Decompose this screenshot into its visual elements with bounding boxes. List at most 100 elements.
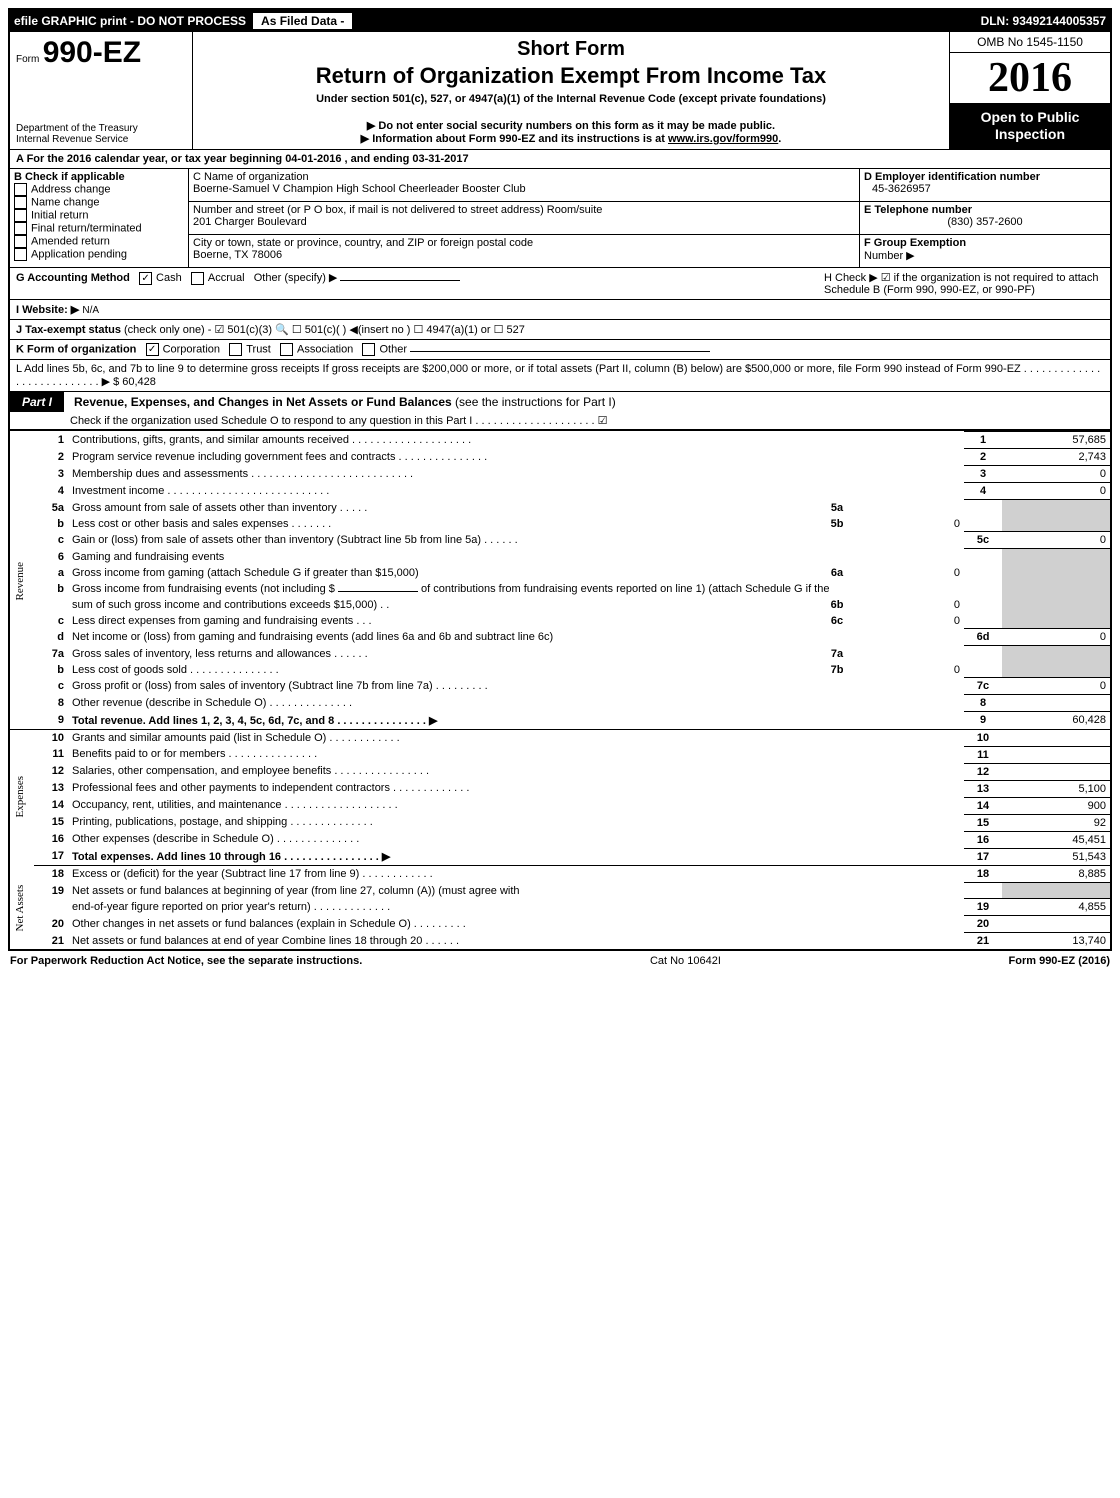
f-label: F Group Exemption	[864, 237, 966, 249]
g-other: Other (specify) ▶	[254, 272, 338, 284]
l6d-val: 0	[1002, 629, 1110, 646]
l10-desc: Grants and similar amounts paid (list in…	[68, 729, 964, 746]
l2-num: 2	[34, 449, 68, 466]
footer-mid: Cat No 10642I	[650, 955, 721, 967]
l14-num: 14	[34, 797, 68, 814]
chk-final-return[interactable]	[14, 222, 27, 235]
l6b-desc: Gross income from fundraising events (no…	[68, 581, 964, 597]
l12-val	[1002, 763, 1110, 780]
l9-box: 9	[964, 712, 1002, 730]
l4-box: 4	[964, 483, 1002, 500]
l2-desc: Program service revenue including govern…	[68, 449, 964, 466]
d-label: D Employer identification number	[864, 171, 1106, 183]
chk-other-org[interactable]	[362, 343, 375, 356]
chk-amended-return[interactable]	[14, 235, 27, 248]
l20-val	[1002, 916, 1110, 933]
chk-application-pending[interactable]	[14, 248, 27, 261]
l6c-shade2	[1002, 613, 1110, 629]
l13-box: 13	[964, 780, 1002, 797]
d-ein-row: D Employer identification number 45-3626…	[860, 169, 1110, 201]
chk-accrual[interactable]	[191, 272, 204, 285]
open-to-public: Open to Public Inspection	[950, 103, 1110, 149]
efile-topbar: efile GRAPHIC print - DO NOT PROCESS As …	[10, 10, 1110, 32]
l13-num: 13	[34, 780, 68, 797]
l6d-num: d	[34, 629, 68, 646]
l2-box: 2	[964, 449, 1002, 466]
header-left: Form 990-EZ Department of the Treasury I…	[10, 32, 193, 149]
l1-num: 1	[34, 432, 68, 449]
chk-name-change[interactable]	[14, 196, 27, 209]
l3-box: 3	[964, 466, 1002, 483]
l19-val: 4,855	[1002, 899, 1110, 916]
l6b-d3: sum of such gross income and contributio…	[68, 597, 818, 613]
l4-val: 0	[1002, 483, 1110, 500]
l5b-mini: 5b	[818, 516, 856, 532]
side-revenue: Revenue	[10, 432, 34, 730]
l7b-shade2	[1002, 662, 1110, 678]
l12-num: 12	[34, 763, 68, 780]
part-i-title-suffix: (see the instructions for Part I)	[455, 395, 616, 409]
l12-box: 12	[964, 763, 1002, 780]
l7c-val: 0	[1002, 678, 1110, 695]
l16-desc: Other expenses (describe in Schedule O) …	[68, 831, 964, 848]
instr-line1: ▶ Do not enter social security numbers o…	[199, 119, 943, 132]
l6b2-shade2	[1002, 597, 1110, 613]
k-trust: Trust	[246, 343, 271, 355]
side-expenses: Expenses	[10, 729, 34, 866]
row-g: G Accounting Method Cash Accrual Other (…	[10, 268, 1110, 300]
l9-val: 60,428	[1002, 712, 1110, 730]
l10-val	[1002, 729, 1110, 746]
l7c-num: c	[34, 678, 68, 695]
l13-desc: Professional fees and other payments to …	[68, 780, 964, 797]
l12-desc: Salaries, other compensation, and employ…	[68, 763, 964, 780]
l6c-shade1	[964, 613, 1002, 629]
l7a-shade2	[1002, 646, 1110, 662]
chk-initial-return[interactable]	[14, 209, 27, 222]
instr2-link[interactable]: www.irs.gov/form990	[668, 133, 778, 145]
footer-right: Form 990-EZ (2016)	[1009, 955, 1110, 967]
l15-num: 15	[34, 814, 68, 831]
b-item-0: Address change	[31, 183, 111, 195]
l6b-minival: 0	[856, 597, 964, 613]
col-b-checkboxes: B Check if applicable Address change Nam…	[10, 169, 189, 267]
l7a-shade1	[964, 646, 1002, 662]
d-value: 45-3626957	[864, 183, 1106, 195]
chk-cash[interactable]	[139, 272, 152, 285]
footer: For Paperwork Reduction Act Notice, see …	[8, 951, 1112, 971]
col-c-wrap: C Name of organization Boerne-Samuel V C…	[189, 169, 1110, 267]
l5c-desc: Gain or (loss) from sale of assets other…	[68, 532, 964, 549]
city-row: City or town, state or province, country…	[189, 234, 859, 267]
l4-desc: Investment income . . . . . . . . . . . …	[68, 483, 964, 500]
i-value: N/A	[82, 305, 99, 316]
h-block: H Check ▶ ☑ if the organization is not r…	[818, 271, 1104, 296]
l5b-desc: Less cost or other basis and sales expen…	[68, 516, 818, 532]
l1-box: 1	[964, 432, 1002, 449]
b-item-4: Amended return	[31, 235, 110, 247]
l11-num: 11	[34, 746, 68, 763]
g-label: G Accounting Method	[16, 272, 130, 284]
l6b2-shade1	[964, 597, 1002, 613]
l17-val: 51,543	[1002, 848, 1110, 866]
chk-corp[interactable]	[146, 343, 159, 356]
l19-box: 19	[964, 899, 1002, 916]
chk-assoc[interactable]	[280, 343, 293, 356]
main-title: Return of Organization Exempt From Incom…	[199, 63, 943, 89]
city-label: City or town, state or province, country…	[193, 237, 855, 249]
l6c-desc: Less direct expenses from gaming and fun…	[68, 613, 818, 629]
row-j: J Tax-exempt status (check only one) - ☑…	[10, 320, 1110, 340]
chk-trust[interactable]	[229, 343, 242, 356]
k-label: K Form of organization	[16, 343, 136, 355]
l6b-shade2	[1002, 581, 1110, 597]
tax-year: 2016	[950, 53, 1110, 103]
l5b-minival: 0	[856, 516, 964, 532]
part-i-label: Part I	[10, 392, 64, 412]
addr-value: 201 Charger Boulevard	[193, 216, 855, 228]
l9-desc: Total revenue. Add lines 1, 2, 3, 4, 5c,…	[68, 712, 964, 730]
short-form-title: Short Form	[199, 38, 943, 61]
chk-address-change[interactable]	[14, 183, 27, 196]
l21-box: 21	[964, 933, 1002, 950]
l5b-shade1	[964, 516, 1002, 532]
l7b-minival: 0	[856, 662, 964, 678]
l5b-shade2	[1002, 516, 1110, 532]
l19-desc1: Net assets or fund balances at beginning…	[68, 883, 964, 899]
